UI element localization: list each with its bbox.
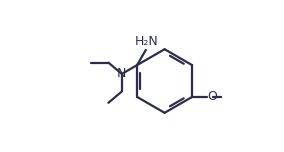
- Text: N: N: [117, 67, 127, 80]
- Text: H₂N: H₂N: [135, 35, 158, 48]
- Text: O: O: [208, 90, 218, 103]
